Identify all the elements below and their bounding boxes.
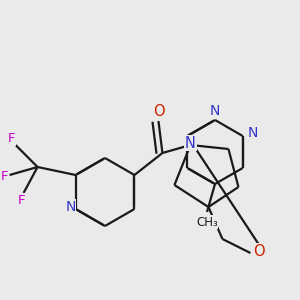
Text: F: F xyxy=(1,170,8,184)
Text: CH₃: CH₃ xyxy=(196,215,218,229)
Text: N: N xyxy=(65,200,76,214)
Text: N: N xyxy=(248,126,258,140)
Text: O: O xyxy=(153,103,164,118)
Text: N: N xyxy=(210,104,220,118)
Text: O: O xyxy=(253,244,264,259)
Text: N: N xyxy=(185,136,196,151)
Text: F: F xyxy=(8,133,15,146)
Text: F: F xyxy=(18,194,25,206)
